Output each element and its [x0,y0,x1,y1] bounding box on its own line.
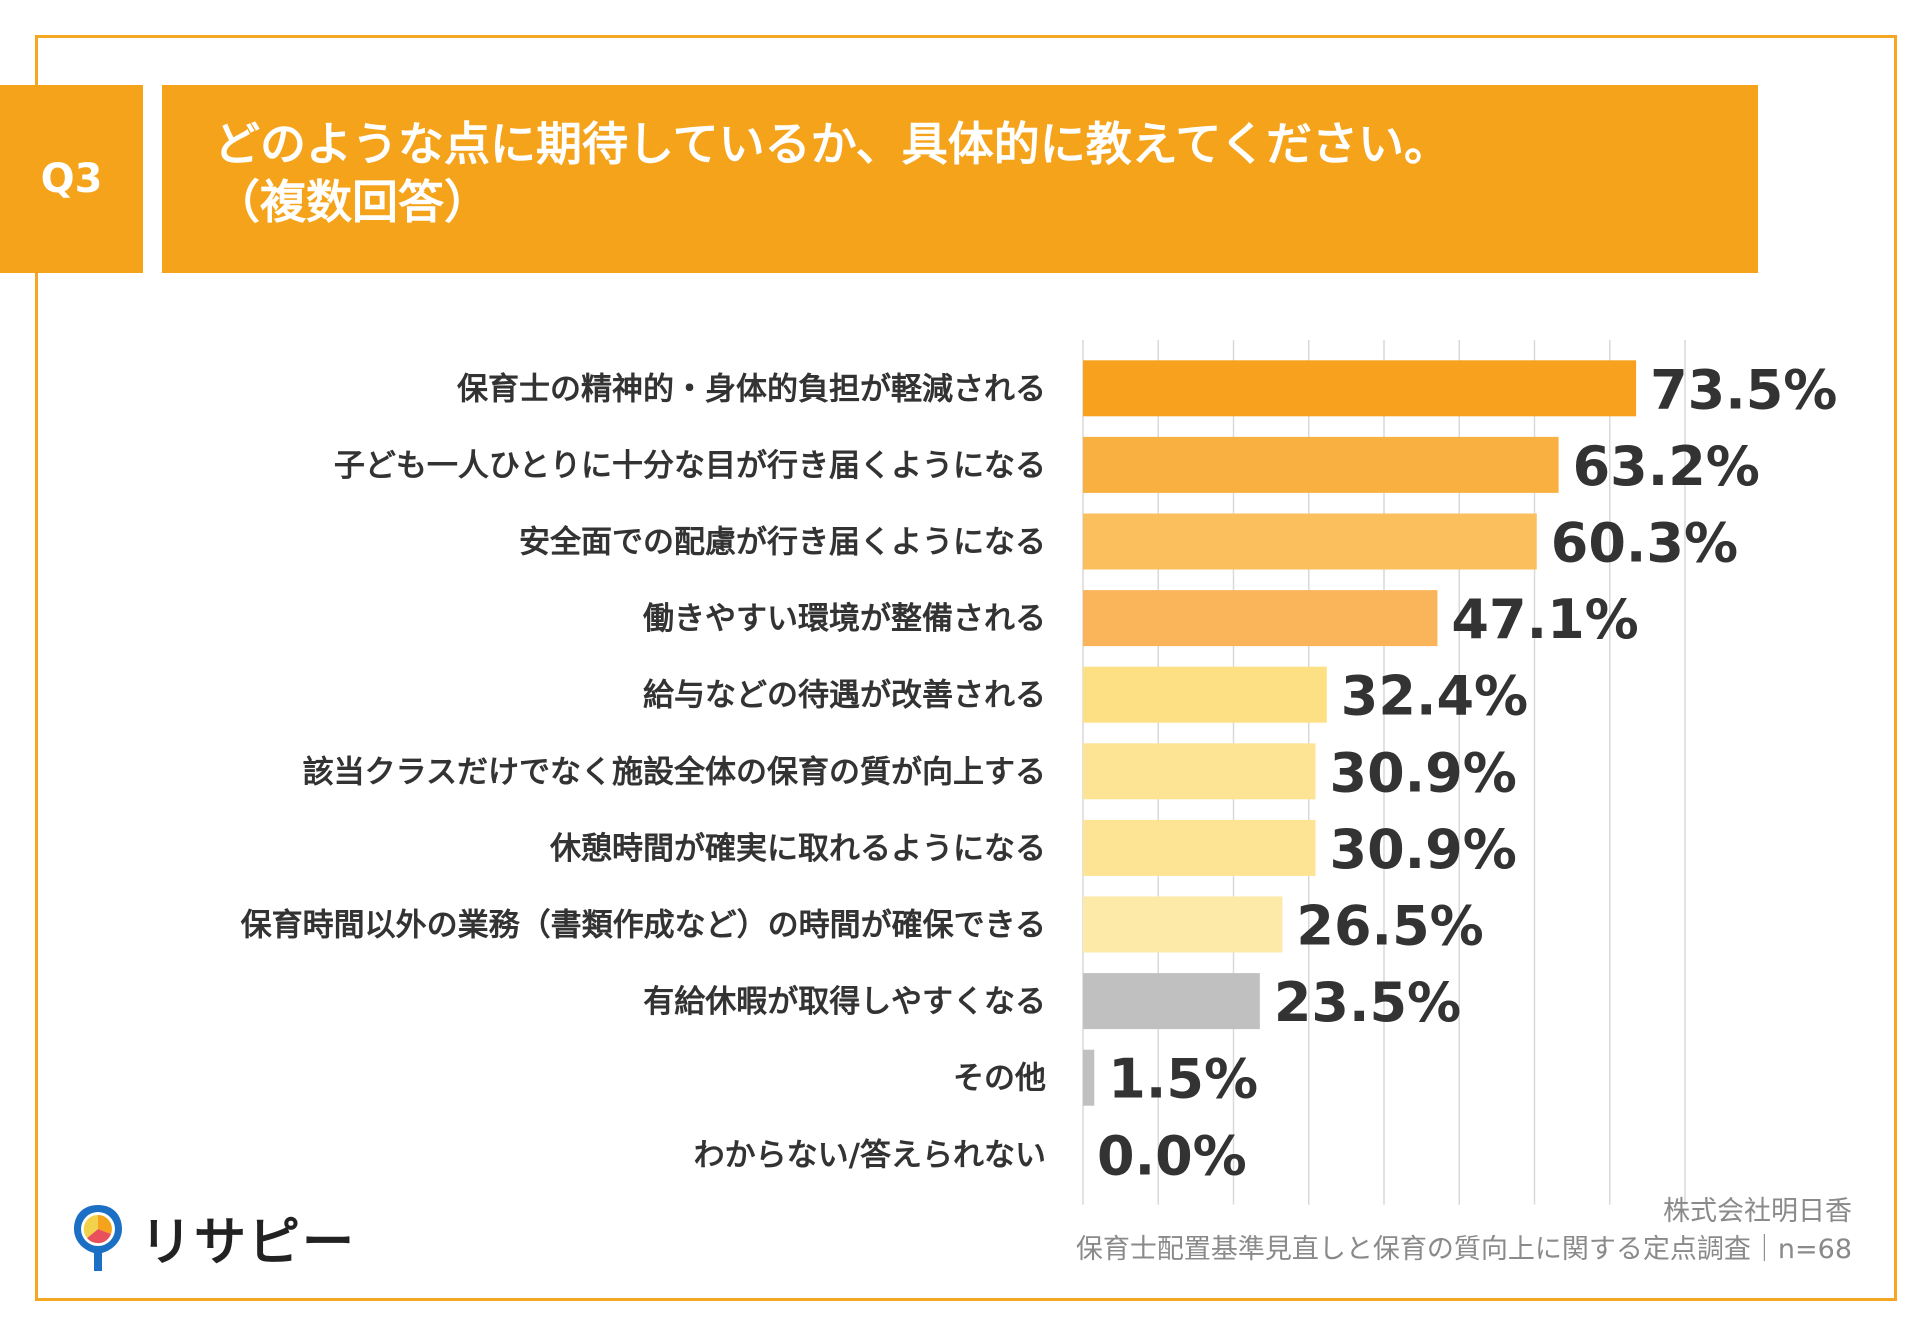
category-label: 子ども一人ひとりに十分な目が行き届くようになる [334,448,1046,484]
value-label: 47.1% [1451,588,1638,651]
bar [1083,973,1260,1030]
question-title: どのような点に期待しているか、具体的に教えてください。 [214,117,1451,171]
bar [1083,666,1327,723]
value-label: 30.9% [1330,818,1517,881]
value-label: 73.5% [1650,358,1837,421]
question-badge: Q3 [0,85,143,273]
bar [1083,896,1283,953]
bar [1083,743,1316,800]
brand-name: リサピー [140,1213,357,1273]
value-label: 60.3% [1551,512,1738,575]
category-label: 保育時間以外の業務（書類作成など）の時間が確保できる [241,908,1046,944]
category-label: 給与などの待遇が改善される [643,678,1046,714]
category-label: わからない/答えられない [694,1137,1046,1173]
category-label: 休憩時間が確実に取れるようになる [549,831,1046,867]
bar [1083,436,1559,493]
outer-frame [35,35,1897,1301]
category-label: 安全面での配慮が行き届くようになる [519,525,1046,561]
value-label: 23.5% [1274,971,1461,1034]
question-title-box: どのような点に期待しているか、具体的に教えてください。 （複数回答） [162,85,1758,273]
bar [1083,590,1438,647]
bar [1083,513,1537,570]
bar [1083,360,1637,417]
value-label: 0.0% [1097,1124,1247,1187]
pin-logo-icon [74,1204,122,1271]
question-subtitle: （複数回答） [214,175,490,229]
bar [1083,1049,1095,1106]
company-name: 株式会社明日香 [1663,1196,1852,1227]
value-label: 26.5% [1296,895,1483,958]
value-label: 32.4% [1341,665,1528,728]
value-label: 30.9% [1330,741,1517,804]
brand-logo: リサピー [70,1200,356,1275]
value-label: 1.5% [1108,1048,1258,1111]
category-label: 働きやすい環境が整備される [643,601,1046,637]
value-label: 63.2% [1573,435,1760,498]
category-label: 保育士の精神的・身体的負担が軽減される [457,371,1046,407]
credit: 株式会社明日香 保育士配置基準見直しと保育の質向上に関する定点調査｜n=68 [1076,1193,1852,1269]
survey-name: 保育士配置基準見直しと保育の質向上に関する定点調査｜n=68 [1075,1234,1852,1265]
category-label: 該当クラスだけでなく施設全体の保育の質が向上する [303,754,1046,790]
bar [1083,819,1316,876]
category-label: 有給休暇が取得しやすくなる [643,984,1046,1020]
category-label: その他 [953,1061,1046,1097]
